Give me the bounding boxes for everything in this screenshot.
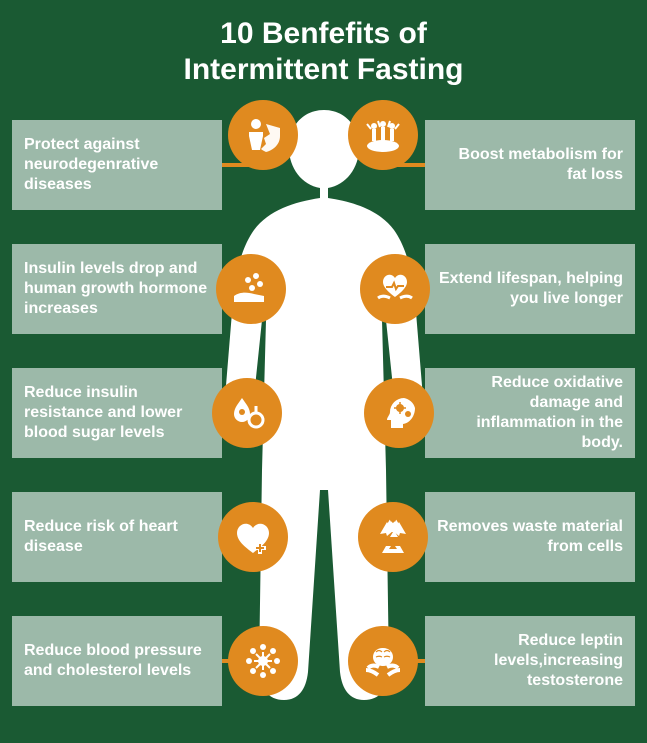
benefit-text: Reduce risk of heart disease: [24, 517, 210, 557]
benefit-text: Removes waste material from cells: [437, 517, 623, 557]
benefit-box-right-2: Extend lifespan, helping you live longer: [425, 244, 635, 334]
benefit-text: Reduce leptin levels,increasing testoste…: [437, 631, 623, 691]
benefit-box-right-4: Removes waste material from cells: [425, 492, 635, 582]
benefit-row-1: Protect against neurodegenrative disease…: [12, 120, 635, 210]
benefit-text: Boost metabolism for fat loss: [437, 145, 623, 185]
hands-brain-icon: [348, 626, 418, 696]
benefit-text: Extend lifespan, helping you live longer: [437, 269, 623, 309]
infographic-title: 10 Benfefits of Intermittent Fasting: [0, 0, 647, 98]
benefit-box-right-5: Reduce leptin levels,increasing testoste…: [425, 616, 635, 706]
heart-plus-icon: [218, 502, 288, 572]
benefit-text: Reduce blood pressure and cholesterol le…: [24, 641, 210, 681]
benefit-box-right-3: Reduce oxidative damage and inflammation…: [425, 368, 635, 458]
title-line-1: 10 Benfefits of: [220, 17, 427, 50]
head-gears-icon: [364, 378, 434, 448]
title-line-2: Intermittent Fasting: [183, 53, 463, 86]
benefit-text: Protect against neurodegenrative disease…: [24, 135, 210, 195]
hand-pills-icon: [216, 254, 286, 324]
benefit-box-left-3: Reduce insulin resistance and lower bloo…: [12, 368, 222, 458]
benefit-row-3: Reduce insulin resistance and lower bloo…: [12, 368, 635, 458]
shield-person-icon: [228, 100, 298, 170]
benefit-box-left-4: Reduce risk of heart disease: [12, 492, 222, 582]
benefit-text: Insulin levels drop and human growth hor…: [24, 259, 210, 319]
benefit-box-left-5: Reduce blood pressure and cholesterol le…: [12, 616, 222, 706]
molecule-icon: [228, 626, 298, 696]
celebrate-people-icon: [348, 100, 418, 170]
benefit-box-left-1: Protect against neurodegenrative disease…: [12, 120, 222, 210]
benefit-box-right-1: Boost metabolism for fat loss: [425, 120, 635, 210]
benefit-text: Reduce insulin resistance and lower bloo…: [24, 383, 210, 443]
benefit-row-5: Reduce blood pressure and cholesterol le…: [12, 616, 635, 706]
hands-heart-pulse-icon: [360, 254, 430, 324]
benefit-text: Reduce oxidative damage and inflammation…: [437, 373, 623, 453]
benefit-row-2: Insulin levels drop and human growth hor…: [12, 244, 635, 334]
recycle-icon: [358, 502, 428, 572]
benefit-box-left-2: Insulin levels drop and human growth hor…: [12, 244, 222, 334]
blood-drop-monitor-icon: [212, 378, 282, 448]
benefit-row-4: Reduce risk of heart disease Removes was…: [12, 492, 635, 582]
